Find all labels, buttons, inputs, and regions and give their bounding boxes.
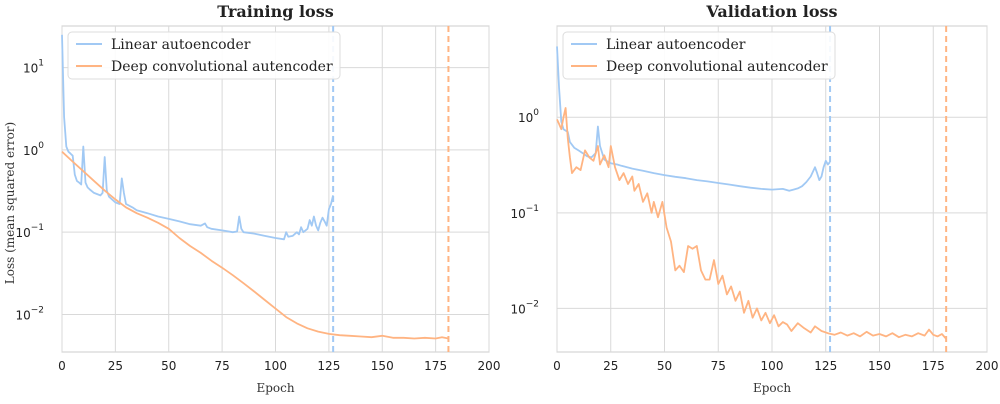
- y-tick-base: 10: [23, 62, 38, 76]
- chart-title: Validation loss: [705, 2, 837, 21]
- y-tick-exponent: −2: [31, 305, 44, 315]
- series-line-1: [556, 46, 831, 192]
- x-tick-label: 100: [264, 359, 287, 373]
- y-tick-base: 10: [510, 302, 525, 316]
- y-tick-label: 10−2: [15, 305, 44, 322]
- series-line-1: [61, 34, 334, 241]
- x-tick-label: 25: [108, 359, 123, 373]
- x-tick-label: 50: [657, 359, 672, 373]
- legend-label-1: Linear autoencoder: [111, 37, 251, 53]
- y-tick-exponent: −2: [526, 299, 539, 309]
- y-tick-base: 10: [23, 144, 38, 158]
- x-tick-label: 200: [976, 359, 999, 373]
- y-tick-base: 10: [15, 308, 30, 322]
- x-axis-label: Epoch: [256, 381, 294, 395]
- x-tick-label: 0: [58, 359, 66, 373]
- y-tick-label: 100: [23, 141, 44, 158]
- y-tick-exponent: 0: [533, 108, 539, 118]
- y-tick-label: 10−1: [15, 223, 44, 240]
- y-tick-exponent: −1: [31, 223, 44, 233]
- y-tick-base: 10: [518, 111, 533, 125]
- y-tick-exponent: 1: [38, 59, 44, 69]
- y-tick-exponent: 0: [38, 141, 44, 151]
- x-axis-label: Epoch: [753, 381, 791, 395]
- x-tick-label: 150: [868, 359, 891, 373]
- x-tick-label: 150: [371, 359, 394, 373]
- x-tick-label: 175: [424, 359, 447, 373]
- y-tick-label: 100: [518, 108, 539, 125]
- x-tick-label: 0: [553, 359, 561, 373]
- legend-label-2: Deep convolutional autencoder: [606, 59, 828, 75]
- x-tick-label: 175: [922, 359, 945, 373]
- chart-panel-2: 0 25 50 75 100 125 150 175 20010010−110−2Validat…: [510, 2, 998, 395]
- chart-panel-1: 0 25 50 75 100 125 150 175 20010110010−110−2Trai…: [3, 2, 500, 395]
- y-tick-label: 10−1: [510, 204, 539, 221]
- y-tick-label: 10−2: [510, 299, 539, 316]
- legend-box: [562, 31, 836, 80]
- x-tick-label: 125: [814, 359, 837, 373]
- legend-label-2: Deep convolutional autencoder: [111, 59, 333, 75]
- legend: Linear autoencoder Deep convolutional aut…: [562, 31, 836, 80]
- x-tick-label: 50: [161, 359, 176, 373]
- legend-label-1: Linear autoencoder: [606, 37, 746, 53]
- y-tick-base: 10: [15, 226, 30, 240]
- x-tick-label: 125: [317, 359, 340, 373]
- x-tick-label: 25: [603, 359, 618, 373]
- x-tick-label: 100: [761, 359, 784, 373]
- y-axis-label: Loss (mean squared error): [3, 122, 17, 284]
- x-tick-label: 200: [478, 359, 501, 373]
- y-tick-exponent: −1: [526, 204, 539, 214]
- x-tick-label: 75: [711, 359, 726, 373]
- series-line-2: [556, 107, 947, 340]
- legend-box: [67, 31, 341, 80]
- y-tick-base: 10: [510, 207, 525, 221]
- x-tick-label: 75: [214, 359, 229, 373]
- legend: Linear autoencoder Deep convolutional aut…: [67, 31, 341, 80]
- series-line-2: [61, 151, 449, 340]
- chart-title: Training loss: [217, 2, 333, 21]
- y-tick-label: 101: [23, 59, 44, 76]
